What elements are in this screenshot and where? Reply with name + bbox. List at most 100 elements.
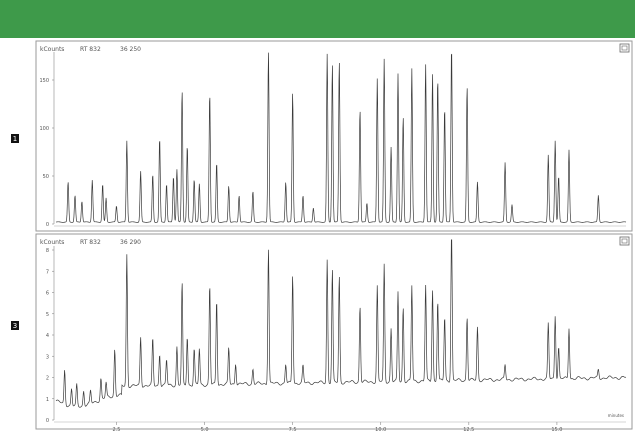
panel-2-badge: 3 xyxy=(11,321,19,330)
peak-apex xyxy=(285,181,286,182)
peak-apex xyxy=(558,360,559,361)
peak-apex xyxy=(285,373,286,374)
peak-apex xyxy=(403,116,404,117)
peak-apex xyxy=(504,377,505,378)
y-tick-label: 50 xyxy=(43,174,49,180)
x-tick-label: 2.5 xyxy=(112,427,120,433)
peak-apex xyxy=(176,354,177,355)
y-tick-label: 1 xyxy=(46,397,49,403)
peak-apex xyxy=(292,92,293,93)
peak-apex xyxy=(64,358,65,359)
peak-apex xyxy=(397,73,398,74)
peak-apex xyxy=(444,106,445,107)
peak-apex xyxy=(126,140,127,141)
peak-apex xyxy=(477,339,478,340)
peak-apex xyxy=(140,343,141,344)
peak-apex xyxy=(67,181,68,182)
peak-apex xyxy=(166,183,167,184)
panel-1-plot: 0 50 100 150 xyxy=(39,45,627,228)
panel-1-frame xyxy=(35,40,633,232)
panel-2-header-mid: RT 832 xyxy=(80,239,101,246)
peak-apex xyxy=(437,311,438,312)
y-tick-label: 7 xyxy=(46,269,49,275)
peak-apex xyxy=(390,339,391,340)
peak-apex xyxy=(327,269,328,270)
peak-apex xyxy=(187,343,188,344)
x-tick-label: 10.0 xyxy=(375,427,386,433)
peak-apex xyxy=(90,379,91,380)
peak-apex xyxy=(432,300,433,301)
panel-1-header-left: kCounts xyxy=(40,46,64,53)
peak-apex xyxy=(359,315,360,316)
peak-apex xyxy=(126,260,127,261)
y-tick-label: 4 xyxy=(46,333,49,339)
peak-apex xyxy=(159,137,160,138)
panel-2-header-left: kCounts xyxy=(40,239,64,246)
x-tick-label: 15.0 xyxy=(551,427,562,433)
x-tick-label: 12.5 xyxy=(463,427,474,433)
peak-apex xyxy=(598,383,599,384)
peak-apex xyxy=(444,328,445,329)
peak-apex xyxy=(339,60,340,61)
peak-apex xyxy=(504,162,505,163)
peak-apex xyxy=(366,202,367,203)
x-tick-label: 7.5 xyxy=(289,427,297,433)
peak-apex xyxy=(100,371,101,372)
peak-apex xyxy=(377,296,378,297)
header-bar xyxy=(0,0,635,38)
peak-apex xyxy=(209,92,210,93)
y-tick-label: 6 xyxy=(46,291,49,297)
panel-2-frame xyxy=(35,233,633,430)
peak-apex xyxy=(194,178,195,179)
peak-apex xyxy=(451,239,452,240)
panel-2-window-icon[interactable] xyxy=(619,236,630,246)
peak-apex xyxy=(216,307,217,308)
panel-1-badge: 1 xyxy=(11,134,19,143)
peak-apex xyxy=(339,286,340,287)
peak-apex xyxy=(252,377,253,378)
peak-apex xyxy=(466,328,467,329)
peak-apex xyxy=(332,279,333,280)
peak-apex xyxy=(598,195,599,196)
panel-1-badge-label: 1 xyxy=(13,135,17,143)
peak-apex xyxy=(187,145,188,146)
peak-apex xyxy=(199,183,200,184)
panel-1-header-mid: RT 832 xyxy=(80,46,101,53)
peak-apex xyxy=(105,377,106,378)
peak-apex xyxy=(302,375,303,376)
y-tick-label: 8 xyxy=(46,248,49,254)
peak-apex xyxy=(238,195,239,196)
peak-apex xyxy=(71,375,72,376)
peak-apex xyxy=(411,68,412,69)
panel-2-plot: 0 1 2 3 4 5 6 7 8 2.5 5.0 7.5 10.0 12.5 15.0 minutes xyxy=(46,239,627,433)
peak-apex xyxy=(252,191,253,192)
peak-apex xyxy=(558,175,559,176)
peak-apex xyxy=(114,345,115,346)
peak-apex xyxy=(548,154,549,155)
peak-apex xyxy=(140,171,141,172)
peak-apex xyxy=(181,89,182,90)
peak-apex xyxy=(451,45,452,46)
peak-apex xyxy=(292,283,293,284)
peak-apex xyxy=(332,63,333,64)
peak-apex xyxy=(74,195,75,196)
peak-apex xyxy=(166,366,167,367)
peak-apex xyxy=(159,360,160,361)
y-tick-label: 2 xyxy=(46,376,49,382)
peak-apex xyxy=(76,371,77,372)
peak-apex xyxy=(173,175,174,176)
peak-apex xyxy=(176,169,177,170)
panel-2-header-right: 36 290 xyxy=(120,239,141,246)
peak-apex xyxy=(268,256,269,257)
peak-apex xyxy=(228,356,229,357)
peak-apex xyxy=(209,292,210,293)
y-tick-label: 0 xyxy=(46,418,49,424)
peak-apex xyxy=(235,371,236,372)
peak-apex xyxy=(116,205,117,206)
peak-apex xyxy=(477,181,478,182)
peak-apex xyxy=(102,183,103,184)
peak-apex xyxy=(327,53,328,54)
panel-1-window-icon[interactable] xyxy=(619,43,630,53)
